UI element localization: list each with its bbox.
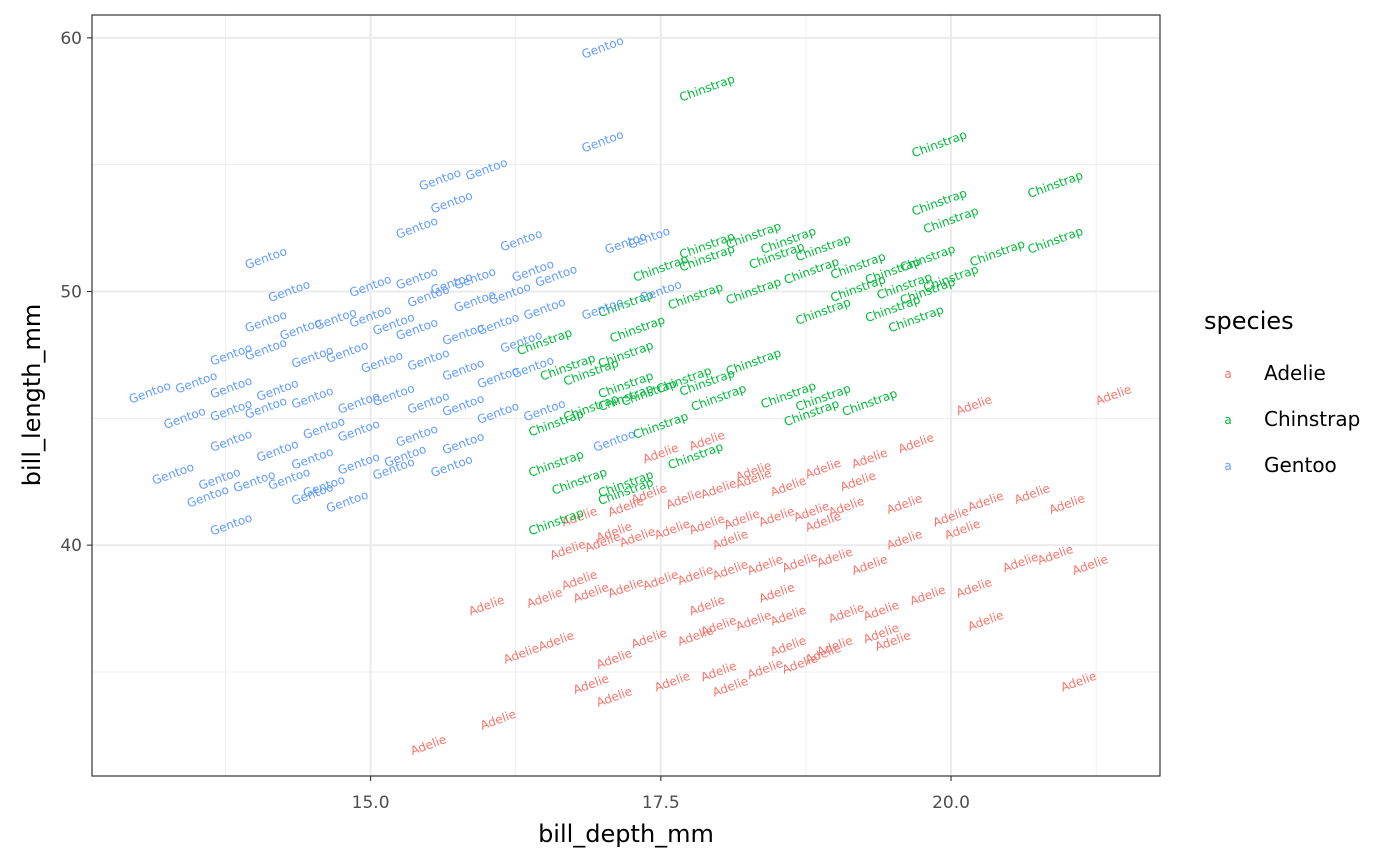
- y-axis-title: bill_length_mm: [18, 304, 46, 487]
- y-axis-ticks: 40 50 60: [60, 29, 92, 556]
- plot-panel: [92, 15, 1160, 776]
- y-tick-label: 60: [60, 29, 82, 49]
- x-axis-ticks: 15.0 17.5 20.0: [352, 776, 970, 813]
- y-tick-label: 50: [60, 282, 82, 302]
- legend-key-chinstrap: a: [1224, 413, 1231, 427]
- legend-title: species: [1204, 307, 1294, 335]
- legend-key-adelie: a: [1224, 367, 1231, 381]
- legend: species a Adelie a Chinstrap a Gentoo: [1204, 307, 1360, 477]
- major-gridlines: [92, 15, 1160, 776]
- minor-gridlines: [92, 15, 1160, 776]
- x-tick-label: 20.0: [932, 793, 970, 813]
- x-axis-title: bill_depth_mm: [538, 820, 714, 848]
- legend-label-chinstrap: Chinstrap: [1264, 407, 1360, 431]
- x-tick-label: 15.0: [352, 793, 390, 813]
- legend-items: a Adelie a Chinstrap a Gentoo: [1224, 361, 1360, 477]
- legend-key-gentoo: a: [1224, 459, 1231, 473]
- y-tick-label: 40: [60, 536, 82, 556]
- x-tick-label: 17.5: [642, 793, 680, 813]
- plot-border: [91, 14, 1161, 777]
- legend-label-adelie: Adelie: [1264, 361, 1326, 385]
- legend-label-gentoo: Gentoo: [1264, 453, 1337, 477]
